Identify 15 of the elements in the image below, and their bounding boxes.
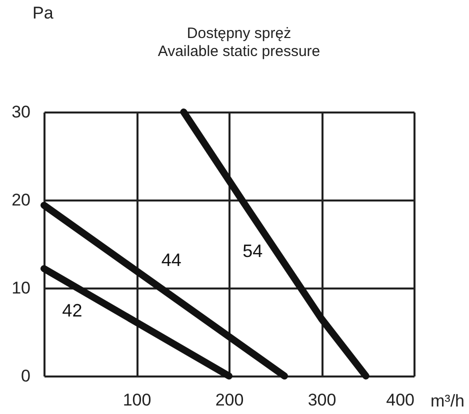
y-tick-label: 10	[12, 278, 30, 298]
x-tick-label: 300	[308, 390, 336, 410]
x-axis-title: m³/h	[430, 392, 464, 410]
y-tick-label: 30	[12, 102, 30, 122]
series-label: 54	[242, 240, 263, 261]
series-label: 44	[161, 250, 182, 270]
x-tick-label: 200	[215, 390, 244, 410]
x-tick-label: 400	[386, 390, 414, 410]
chart-subtitle: Available static pressure	[158, 43, 320, 60]
chart-title: Dostępny spręż	[186, 25, 292, 42]
y-tick-label: 20	[12, 190, 30, 210]
series-label: 42	[62, 300, 82, 321]
y-tick-label: 0	[21, 366, 30, 386]
y-axis-title: Pa	[32, 4, 54, 22]
x-tick-label: 100	[122, 390, 152, 410]
